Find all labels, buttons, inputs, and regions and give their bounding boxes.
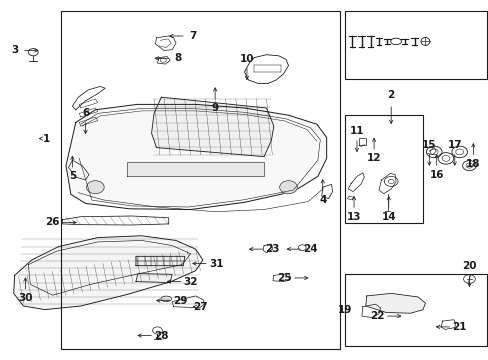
Polygon shape <box>151 97 273 157</box>
Polygon shape <box>127 162 264 176</box>
Text: 23: 23 <box>265 244 280 254</box>
Bar <box>344 274 486 346</box>
Text: 12: 12 <box>366 153 381 163</box>
Text: 8: 8 <box>175 53 182 63</box>
Text: 17: 17 <box>447 140 461 150</box>
Text: 29: 29 <box>172 296 187 306</box>
Text: 9: 9 <box>211 103 218 113</box>
Text: 22: 22 <box>369 311 384 321</box>
Text: 18: 18 <box>465 159 480 169</box>
Text: 3: 3 <box>11 45 18 55</box>
Bar <box>61 11 339 349</box>
Text: 2: 2 <box>387 90 394 100</box>
Circle shape <box>86 181 104 194</box>
Polygon shape <box>66 104 326 210</box>
Text: 28: 28 <box>154 330 168 341</box>
Text: 19: 19 <box>337 305 352 315</box>
Text: 25: 25 <box>277 273 291 283</box>
Text: 27: 27 <box>193 302 207 312</box>
Text: 7: 7 <box>189 31 197 41</box>
Text: 1: 1 <box>43 134 50 144</box>
Text: 4: 4 <box>318 195 326 205</box>
Text: 13: 13 <box>346 212 361 222</box>
Polygon shape <box>365 293 425 313</box>
Text: 11: 11 <box>349 126 364 136</box>
Text: 21: 21 <box>451 322 466 332</box>
Text: 14: 14 <box>381 212 395 222</box>
Text: 10: 10 <box>239 54 254 64</box>
Polygon shape <box>136 256 184 266</box>
Circle shape <box>279 181 297 194</box>
Polygon shape <box>14 236 203 310</box>
Text: 26: 26 <box>45 217 60 228</box>
Text: 20: 20 <box>461 261 476 271</box>
Text: 30: 30 <box>18 293 33 303</box>
Text: 16: 16 <box>428 170 443 180</box>
Text: 31: 31 <box>208 258 223 269</box>
Text: 6: 6 <box>82 108 89 118</box>
Text: 15: 15 <box>421 140 436 150</box>
Polygon shape <box>136 274 172 283</box>
Text: 32: 32 <box>183 276 198 287</box>
Bar <box>344 11 486 79</box>
Bar <box>344 115 422 223</box>
Text: 24: 24 <box>303 244 317 254</box>
Text: 5: 5 <box>69 171 76 181</box>
